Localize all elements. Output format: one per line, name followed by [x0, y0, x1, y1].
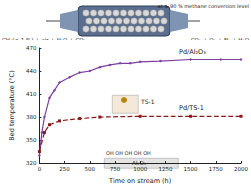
svg-text:1000: 1000	[133, 166, 147, 172]
svg-text:1250: 1250	[158, 166, 172, 172]
svg-text:440: 440	[26, 68, 37, 74]
svg-text:OH OH OH OH OH: OH OH OH OH OH	[106, 150, 151, 156]
svg-text:1500: 1500	[184, 166, 198, 172]
svg-text:Time on stream (h): Time on stream (h)	[108, 177, 171, 185]
svg-text:470: 470	[26, 45, 37, 51]
svg-text:2000: 2000	[234, 166, 248, 172]
svg-text:350: 350	[26, 137, 37, 143]
svg-text:750: 750	[110, 166, 121, 172]
svg-text:TS-1: TS-1	[140, 98, 155, 105]
svg-text:250: 250	[59, 166, 70, 172]
svg-text:380: 380	[26, 114, 37, 120]
svg-text:at ≥ 90 % methane conversion l: at ≥ 90 % methane conversion level	[158, 3, 249, 9]
svg-text:1750: 1750	[209, 166, 223, 172]
svg-text:Bed temperature (°C): Bed temperature (°C)	[8, 70, 16, 140]
svg-text:500: 500	[85, 166, 96, 172]
svg-text:Al₂O₃: Al₂O₃	[132, 160, 146, 166]
svg-text:410: 410	[26, 91, 37, 97]
svg-text:Pd/Al₂O₃: Pd/Al₂O₃	[179, 48, 206, 56]
svg-text:0: 0	[38, 166, 42, 172]
svg-text:Pd/TS-1: Pd/TS-1	[179, 104, 204, 112]
svg-text:320: 320	[26, 160, 37, 166]
